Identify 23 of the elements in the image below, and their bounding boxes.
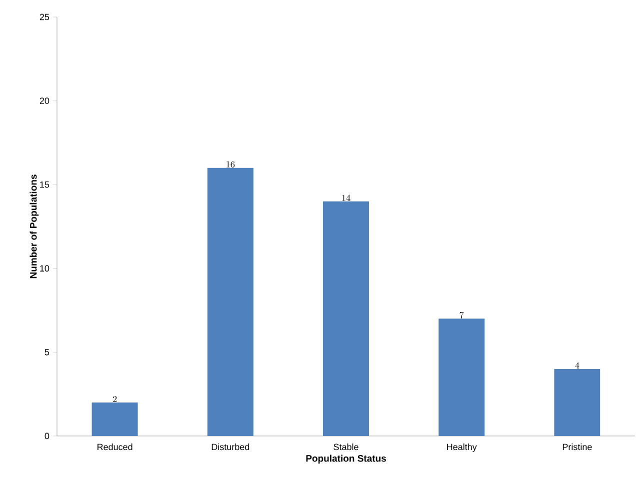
- bar: [92, 402, 138, 436]
- y-tick-label: 5: [44, 349, 50, 356]
- x-tick-label: Stable: [334, 444, 358, 450]
- data-label: 4: [575, 362, 580, 368]
- data-label: 7: [460, 312, 464, 318]
- x-axis-title: Population Status: [306, 454, 386, 464]
- data-label: 16: [226, 161, 235, 168]
- y-tick-label: 25: [40, 14, 50, 20]
- x-tick-label: Healthy: [447, 444, 477, 452]
- y-tick-label: 0: [44, 432, 50, 440]
- bar: [323, 201, 369, 436]
- y-tick-label: 20: [40, 98, 50, 104]
- bar: [207, 168, 254, 436]
- bar: [438, 318, 485, 436]
- data-label: 14: [342, 194, 350, 201]
- bar: [554, 368, 600, 436]
- x-tick-label: Disturbed: [212, 444, 250, 450]
- data-label: 2: [112, 396, 117, 402]
- x-tick-label: Pristine: [562, 444, 592, 450]
- y-tick-label: 10: [40, 265, 50, 272]
- x-tick-label: Reduced: [98, 444, 132, 450]
- y-axis-title: Number of Populations: [30, 174, 39, 278]
- y-tick-label: 15: [40, 181, 50, 188]
